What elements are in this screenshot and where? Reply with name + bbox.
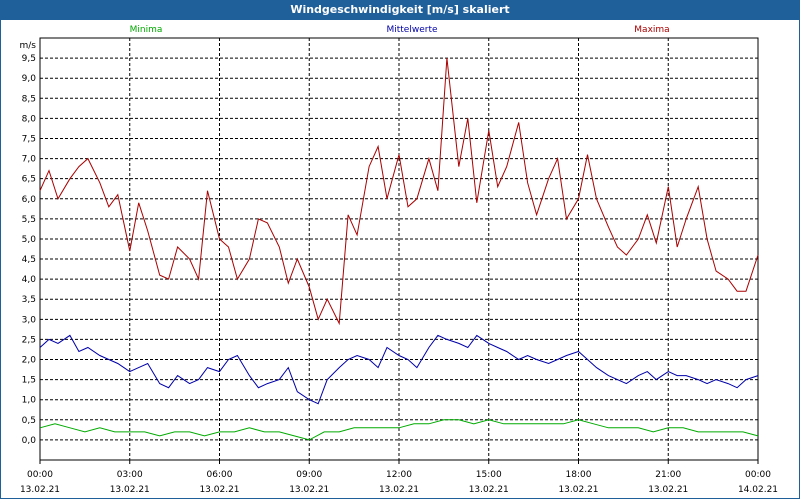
x-tick-date: 13.02.21: [558, 485, 598, 495]
y-tick-label: 1,0: [22, 396, 37, 406]
y-tick-label: 8,0: [22, 114, 37, 124]
series-lines: [39, 58, 759, 441]
x-tick-date: 13.02.21: [110, 485, 150, 495]
x-tick-date: 13.02.21: [289, 485, 329, 495]
x-tick-date: 14.02.21: [738, 485, 778, 495]
y-tick-label: 5,0: [22, 235, 37, 245]
y-tick-label: 4,5: [22, 255, 36, 265]
y-tick-label: 6,0: [22, 195, 37, 205]
x-tick-time: 21:00: [655, 470, 681, 480]
y-tick-label: 9,5: [22, 54, 36, 64]
x-tick-time: 00:00: [27, 470, 53, 480]
x-tick-date: 13.02.21: [648, 485, 688, 495]
y-tick-label: 6,5: [22, 175, 36, 185]
y-tick-label: 5,5: [22, 215, 36, 225]
axes: 0,0 0,5 1,0 1,5 2,0 2,5 3,0 3,5 4,0 4,5 5,0 5,5 6,0 6…: [20, 37, 778, 495]
legend-mittelwerte: Mittelwerte: [386, 25, 437, 35]
legend-maxima: Maxima: [634, 25, 669, 35]
series-line-maxima: [39, 58, 759, 326]
x-tick-time: 06:00: [207, 470, 233, 480]
legend-minima: Minima: [130, 25, 163, 35]
y-axis-label: m/s: [20, 41, 37, 51]
y-tick-label: 3,5: [22, 295, 36, 305]
series-line-minima: [39, 419, 759, 441]
chart-title: Windgeschwindigkeit [m/s] skaliert: [0, 0, 800, 20]
x-tick-date: 13.02.21: [469, 485, 509, 495]
x-tick-time: 15:00: [476, 470, 502, 480]
x-tick-time: 00:00: [745, 470, 771, 480]
y-tick-label: 0,0: [22, 436, 37, 446]
y-tick-label: 7,5: [22, 134, 36, 144]
y-tick-label: 8,5: [22, 94, 36, 104]
x-tick-date: 13.02.21: [20, 485, 60, 495]
y-tick-label: 2,5: [22, 335, 36, 345]
x-tick-time: 03:00: [117, 470, 143, 480]
x-tick-time: 09:00: [296, 470, 322, 480]
x-tick-date: 13.02.21: [199, 485, 239, 495]
series-line-mittelwerte: [39, 334, 759, 405]
y-tick-label: 7,0: [22, 155, 37, 165]
grid-lines: [40, 38, 758, 460]
x-tick-date: 13.02.21: [379, 485, 419, 495]
y-tick-label: 2,0: [22, 356, 37, 366]
y-tick-label: 4,0: [22, 275, 37, 285]
x-tick-time: 12:00: [386, 470, 412, 480]
legend: Minima Mittelwerte Maxima: [130, 25, 670, 35]
y-tick-label: 1,5: [22, 376, 36, 386]
y-tick-label: 3,0: [22, 315, 37, 325]
x-tick-time: 18:00: [566, 470, 592, 480]
y-tick-label: 0,5: [22, 416, 36, 426]
y-tick-label: 9,0: [22, 74, 37, 84]
